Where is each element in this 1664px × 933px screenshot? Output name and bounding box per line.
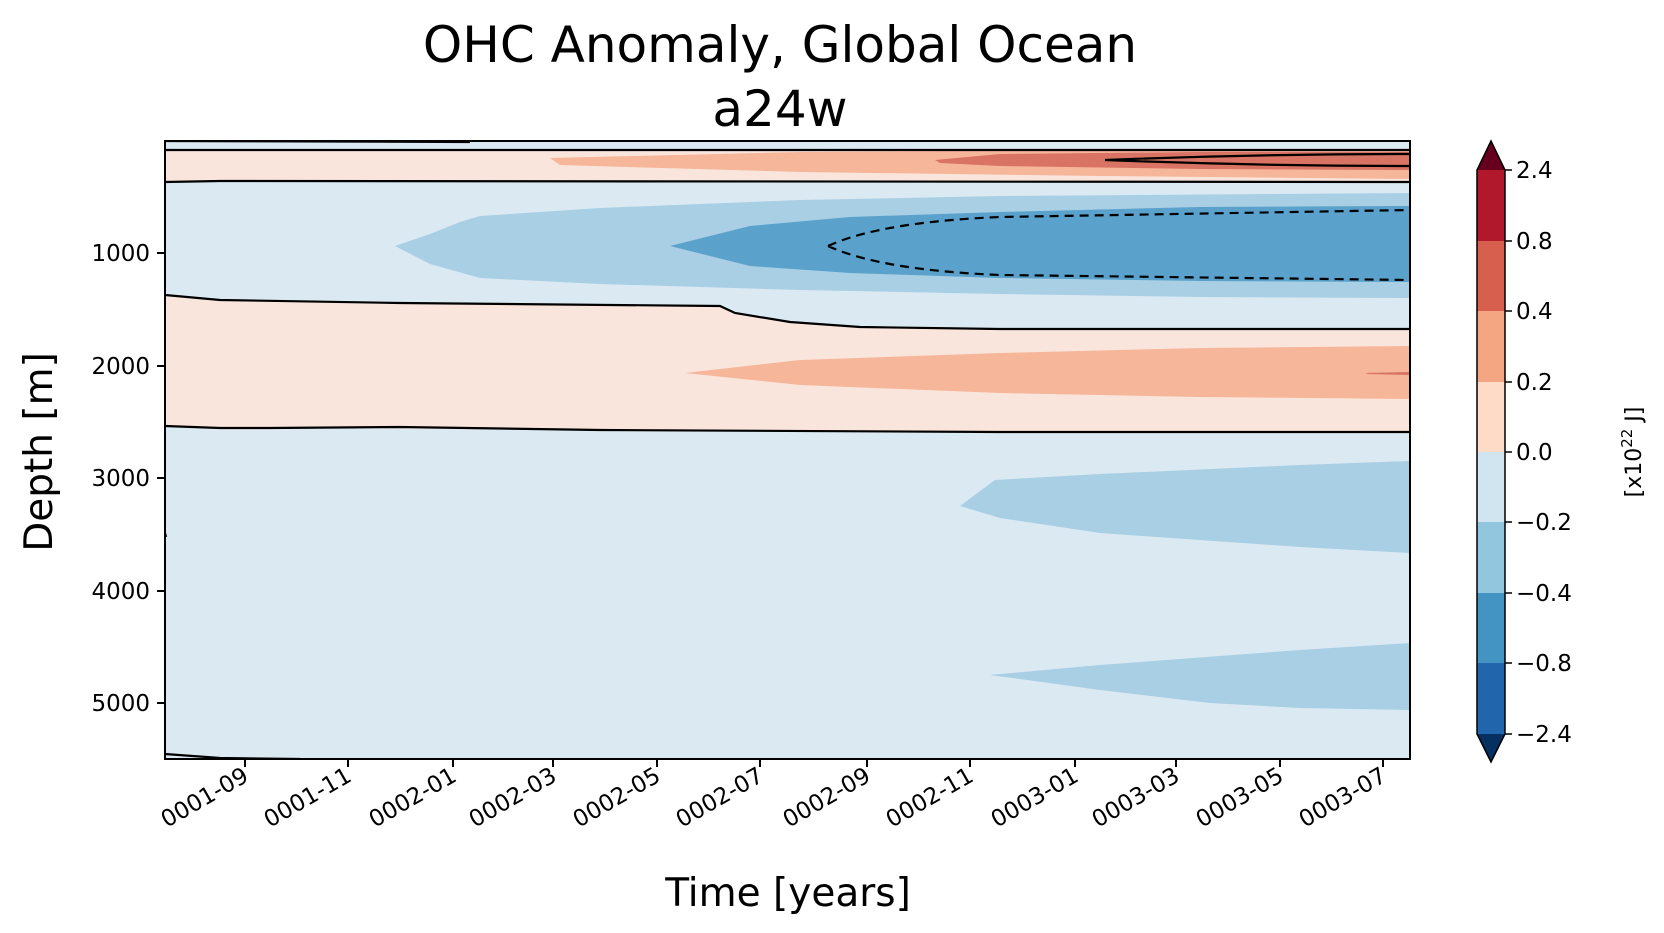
x-tick-0001-09: 0001-09 [157, 759, 253, 833]
unit-prefix: [x10 [1622, 448, 1647, 498]
colorbar-swatch-neg0.4-neg0.2 [1477, 522, 1505, 593]
colorbar-tick-label: −0.8 [1516, 651, 1572, 677]
colorbar-tick-neg2.4: −2.4 [1505, 722, 1572, 748]
colorbar-tick-label: 0.2 [1516, 370, 1553, 396]
plot-frame [164, 140, 1411, 760]
x-axis-label: Time [years] [664, 871, 911, 916]
colorbar-tick-neg0.2: −0.2 [1505, 510, 1572, 536]
colorbar-swatch-0.4-0.8 [1477, 241, 1505, 311]
x-tick-0002-01: 0002-01 [365, 759, 461, 833]
colorbar-tick-label: 2.4 [1516, 158, 1553, 184]
unit-suffix: J] [1622, 407, 1647, 429]
x-tick-label: 0002-07 [672, 763, 768, 834]
x-axis: 0001-09 0001-11 0002-01 0002-03 0002-05 … [157, 759, 1391, 916]
colorbar-tick-0.0: 0.0 [1505, 440, 1553, 466]
colorbar-tick-neg0.4: −0.4 [1505, 581, 1572, 607]
colorbar-over-arrow [1477, 141, 1505, 170]
x-tick-label: 0002-09 [779, 763, 875, 834]
x-tick-0002-09: 0002-09 [779, 759, 875, 833]
fill-deep-cold-patch-2 [990, 643, 1410, 710]
colorbar-unit-label: [x1022 J] [1618, 407, 1647, 498]
fill-deep-red-sliver [1365, 372, 1410, 375]
y-tick-5000: 5000 [91, 691, 165, 717]
colorbar-tick-2.4: 2.4 [1505, 158, 1553, 184]
fill-cold-tongue-dark [670, 206, 1410, 282]
x-tick-0003-01: 0003-01 [987, 759, 1083, 833]
x-tick-0002-07: 0002-07 [672, 759, 768, 833]
colorbar-tick-label: 0.0 [1516, 440, 1553, 466]
x-tick-label: 0003-01 [987, 763, 1083, 834]
colorbar-tick-0.8: 0.8 [1505, 229, 1553, 255]
plot-area [164, 140, 1411, 760]
x-tick-label: 0003-03 [1088, 763, 1184, 834]
chart-title: OHC Anomaly, Global Ocean [423, 16, 1137, 74]
x-tick-label: 0002-03 [465, 763, 561, 834]
y-tick-1000: 1000 [91, 241, 165, 267]
colorbar-tick-label: −0.2 [1516, 510, 1572, 536]
y-tick-2000: 2000 [91, 354, 165, 380]
y-tick-label: 4000 [91, 579, 150, 605]
x-tick-label: 0003-05 [1192, 763, 1288, 834]
colorbar-tick-0.2: 0.2 [1505, 370, 1553, 396]
x-tick-0003-03: 0003-03 [1088, 759, 1184, 833]
chart-subtitle: a24w [712, 80, 847, 138]
x-tick-0002-05: 0002-05 [569, 759, 665, 833]
x-tick-0003-05: 0003-05 [1192, 759, 1288, 833]
x-tick-label: 0001-11 [260, 763, 356, 834]
colorbar-tick-label: 0.4 [1516, 299, 1553, 325]
fill-deep-cold-patch-1 [960, 461, 1410, 553]
y-tick-label: 2000 [91, 354, 150, 380]
colorbar-swatch-0.2-0.4 [1477, 311, 1505, 382]
colorbar-swatch-neg2.4-neg0.8 [1477, 663, 1505, 734]
x-tick-0002-03: 0002-03 [465, 759, 561, 833]
x-tick-label: 0002-01 [365, 763, 461, 834]
colorbar-tick-neg0.8: −0.8 [1505, 651, 1572, 677]
colorbar-under-arrow [1477, 734, 1505, 762]
y-tick-label: 3000 [91, 466, 150, 492]
colorbar-tick-label: 0.8 [1516, 229, 1553, 255]
x-tick-0001-11: 0001-11 [260, 759, 356, 833]
y-tick-label: 1000 [91, 241, 150, 267]
colorbar-tick-0.4: 0.4 [1505, 299, 1553, 325]
y-tick-3000: 3000 [91, 466, 165, 492]
colorbar-swatch-neg0.8-neg0.4 [1477, 593, 1505, 663]
fill-deep-orange-tongue [685, 346, 1410, 399]
x-tick-0003-07: 0003-07 [1295, 759, 1391, 833]
x-tick-label: 0001-09 [157, 763, 253, 834]
colorbar-swatch-0.0-0.2 [1477, 382, 1505, 452]
x-tick-label: 0003-07 [1295, 763, 1391, 834]
colorbar-tick-label: −2.4 [1516, 722, 1572, 748]
y-axis: 1000 2000 3000 4000 5000 Depth [m] [17, 241, 165, 717]
x-tick-label: 0002-11 [882, 763, 978, 834]
colorbar: 2.4 0.8 0.4 0.2 0.0 −0.2 −0.4 −0.8 [1476, 139, 1647, 764]
y-tick-label: 5000 [91, 691, 150, 717]
x-tick-0002-11: 0002-11 [882, 759, 978, 833]
y-tick-4000: 4000 [91, 579, 165, 605]
colorbar-swatch-neg0.2-0.0 [1477, 452, 1505, 522]
colorbar-tick-label: −0.4 [1516, 581, 1572, 607]
colorbar-swatch-0.8-2.4 [1477, 170, 1505, 241]
x-tick-label: 0002-05 [569, 763, 665, 834]
y-axis-label: Depth [m] [17, 352, 62, 552]
unit-exponent: 22 [1618, 429, 1636, 448]
